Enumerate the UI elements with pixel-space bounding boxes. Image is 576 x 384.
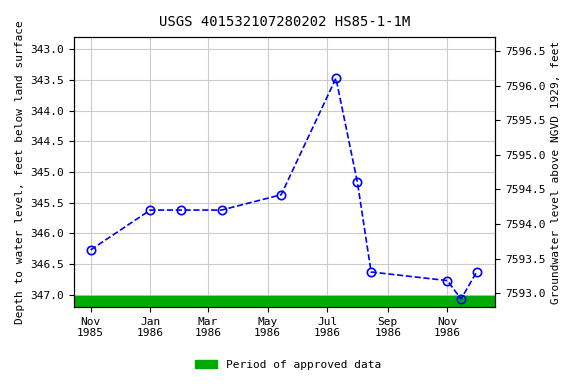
Y-axis label: Depth to water level, feet below land surface: Depth to water level, feet below land su… — [15, 20, 25, 324]
Legend: Period of approved data: Period of approved data — [191, 356, 385, 375]
Title: USGS 401532107280202 HS85-1-1M: USGS 401532107280202 HS85-1-1M — [159, 15, 410, 29]
Y-axis label: Groundwater level above NGVD 1929, feet: Groundwater level above NGVD 1929, feet — [551, 40, 561, 304]
